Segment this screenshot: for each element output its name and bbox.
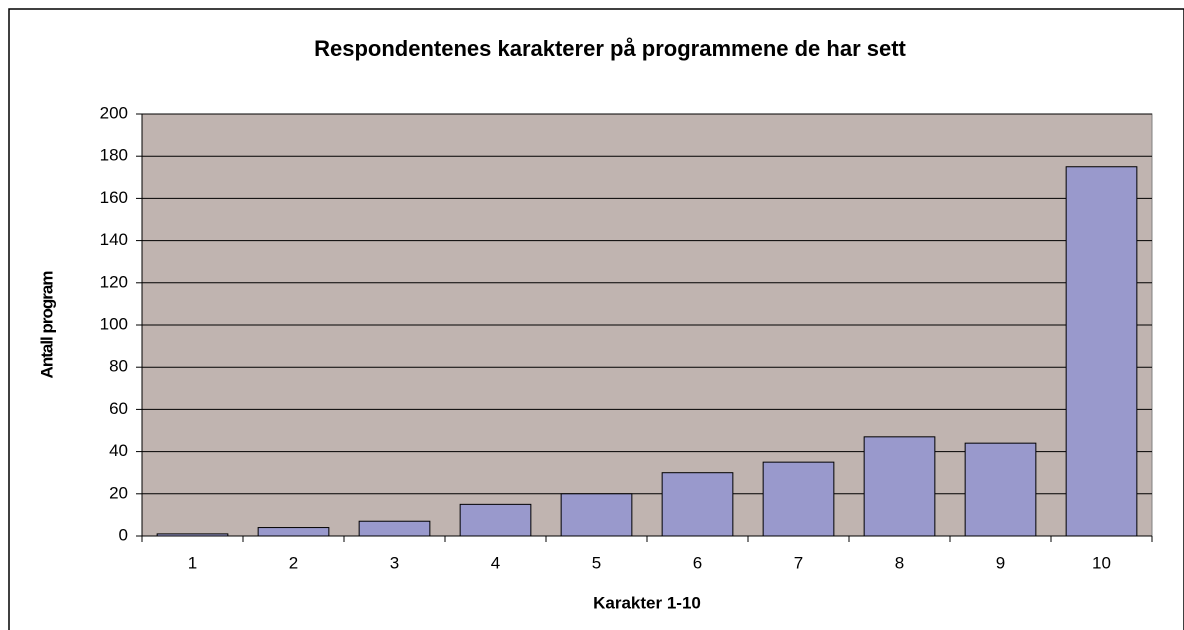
bar [964, 442, 1037, 537]
bar [1065, 166, 1138, 537]
x-tick-label: 3 [390, 553, 399, 572]
bar [358, 520, 431, 537]
x-tick-label: 5 [592, 553, 601, 572]
bar [560, 493, 633, 537]
y-tick-label: 40 [109, 441, 128, 460]
x-axis-title: Karakter 1-10 [593, 593, 701, 612]
y-tick-label: 140 [100, 230, 128, 249]
bar [257, 527, 330, 537]
x-tick-label: 7 [794, 553, 803, 572]
x-tick-label: 6 [693, 553, 702, 572]
y-tick-label: 0 [119, 525, 128, 544]
y-tick-label: 180 [100, 146, 128, 165]
y-tick-label: 160 [100, 188, 128, 207]
bar [762, 461, 835, 537]
x-tick-label: 10 [1092, 553, 1111, 572]
y-tick-label: 120 [100, 272, 128, 291]
y-axis-title: Antall program [37, 271, 56, 379]
y-tick-label: 100 [100, 314, 128, 333]
y-tick-label: 20 [109, 483, 128, 502]
x-tick-label: 9 [996, 553, 1005, 572]
bar [661, 472, 734, 537]
x-tick-label: 8 [895, 553, 904, 572]
y-tick-label: 200 [100, 103, 128, 122]
y-tick-label: 80 [109, 357, 128, 376]
chart-title: Respondentenes karakterer på programmene… [314, 36, 906, 61]
y-tick-label: 60 [109, 399, 128, 418]
x-tick-label: 1 [188, 553, 197, 572]
x-tick-label: 2 [289, 553, 298, 572]
bar [459, 503, 532, 537]
bar [863, 436, 936, 537]
x-tick-label: 4 [491, 553, 500, 572]
